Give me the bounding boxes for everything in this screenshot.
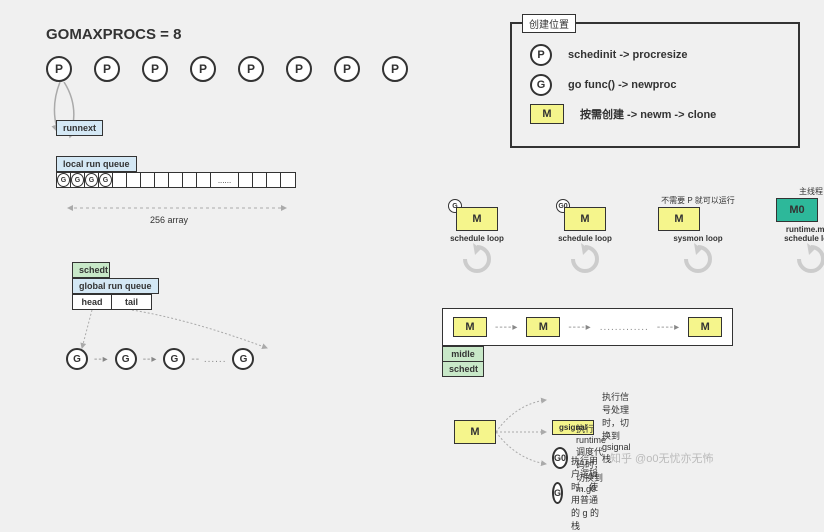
dash-arrow: ----▸	[495, 322, 518, 333]
dash-arrow: --▸	[143, 354, 158, 365]
dots: -- ......	[191, 354, 226, 365]
loop-note: 主线程	[776, 186, 824, 198]
local-queue-label: local run queue	[56, 156, 137, 172]
m0-box: M0	[776, 198, 818, 222]
loop-label: runtime.main schedule loop	[776, 225, 824, 243]
g-box: G	[552, 482, 563, 504]
tail-label: tail	[112, 294, 152, 310]
global-queue-label: global run queue	[72, 278, 159, 294]
m-loop: G M schedule loop	[442, 195, 512, 278]
p-node: P	[46, 56, 72, 82]
local-array: G G G G ......	[56, 172, 296, 188]
p-node: P	[286, 56, 312, 82]
runnext-label: runnext	[56, 120, 103, 136]
g-cell: G	[85, 173, 98, 187]
p-node: P	[142, 56, 168, 82]
legend-m-text: 按需创建 -> newm -> clone	[580, 106, 716, 122]
loop-icon	[461, 243, 493, 275]
legend-p-icon: P	[530, 44, 552, 66]
g-text: 执行用户逻辑时，使用普通的 g 的栈	[571, 454, 600, 532]
schedt-label: schedt	[72, 262, 110, 278]
g-node: G	[163, 348, 185, 370]
midle-row: M ----▸ M ----▸ ............. ----▸ M	[442, 308, 733, 346]
legend-p-text: schedinit -> procresize	[568, 49, 688, 61]
loop-label: sysmon loop	[658, 234, 738, 243]
loop-note: 不需要 P 就可以运行	[658, 195, 738, 207]
g-linked-list: G --▸ G --▸ G -- ...... G	[66, 348, 254, 370]
p-node: P	[334, 56, 360, 82]
global-queue-block: schedt global run queue head tail	[72, 262, 159, 310]
dash-arrow: --▸	[94, 354, 109, 365]
array-count-label: 256 array	[150, 215, 188, 225]
legend-title: 创建位置	[522, 14, 576, 33]
loop-label: schedule loop	[442, 234, 512, 243]
m-box: M	[658, 207, 700, 231]
m-idle: M	[688, 317, 722, 337]
m-idle: M	[526, 317, 560, 337]
dots: .............	[600, 322, 649, 333]
p-node: P	[382, 56, 408, 82]
head-label: head	[72, 294, 112, 310]
m-switch-box: M	[454, 420, 496, 444]
loop-icon	[682, 243, 714, 275]
g-node: G	[66, 348, 88, 370]
dash-arrow: ----▸	[657, 322, 680, 333]
legend-box: 创建位置 P schedinit -> procresize G go func…	[510, 22, 800, 148]
m-box: M	[564, 207, 606, 231]
loop-label: schedule loop	[550, 234, 620, 243]
watermark: 知乎 @o0无忧亦无怖	[610, 450, 713, 466]
m-box: M	[456, 207, 498, 231]
loop-icon	[795, 243, 824, 275]
legend-m-icon: M	[530, 104, 564, 124]
m-loop: 主线程 M0 runtime.main schedule loop	[776, 186, 824, 278]
midle-label: midle	[442, 346, 484, 362]
p-node: P	[238, 56, 264, 82]
m-switch-arrows	[496, 394, 556, 474]
m-loop: G0 M schedule loop	[550, 195, 620, 278]
dash-arrow: ----▸	[568, 322, 591, 333]
g-node: G	[115, 348, 137, 370]
legend-g-icon: G	[530, 74, 552, 96]
p-node: P	[94, 56, 120, 82]
m-loops-row: G M schedule loop G0 M schedule loop 不需要…	[442, 186, 824, 278]
g-node: G	[232, 348, 254, 370]
g-cell: G	[99, 173, 112, 187]
p-row: P P P P P P P P	[46, 56, 408, 82]
loop-icon	[569, 243, 601, 275]
page-title: GOMAXPROCS = 8	[46, 26, 181, 43]
m-loop: 不需要 P 就可以运行 M sysmon loop	[658, 195, 738, 278]
g-cell: G	[57, 173, 70, 187]
p-node: P	[190, 56, 216, 82]
schedt-label-2: schedt	[442, 361, 484, 377]
m-idle: M	[453, 317, 487, 337]
g-cell: G	[71, 173, 84, 187]
legend-g-text: go func() -> newproc	[568, 79, 676, 91]
